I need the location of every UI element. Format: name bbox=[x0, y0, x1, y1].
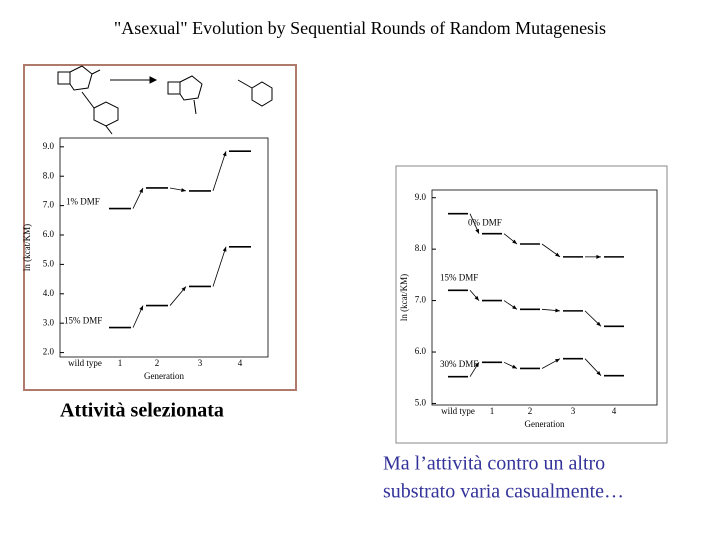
figure-frame bbox=[23, 64, 297, 391]
y-tick-label: 7.0 bbox=[415, 295, 427, 305]
caption-left: Attività selezionata bbox=[60, 400, 224, 422]
step-arrow bbox=[212, 151, 227, 192]
x-tick-label: 3 bbox=[571, 406, 576, 416]
x-tick-label: 4 bbox=[612, 406, 617, 416]
caption-right: substrato varia casualmente… bbox=[383, 481, 624, 503]
series-label: 0% DMF bbox=[468, 218, 502, 228]
caption-right: Ma l’attività contro un altro bbox=[383, 453, 605, 475]
x-tick-label: 1 bbox=[490, 406, 495, 416]
arrow-head bbox=[555, 358, 560, 363]
x-axis-label: Generation bbox=[144, 371, 184, 381]
y-tick-label: 3.0 bbox=[43, 317, 55, 327]
series-label: 15% DMF bbox=[440, 272, 478, 282]
arrow-head bbox=[139, 187, 143, 193]
arrow-head bbox=[181, 188, 186, 192]
x-tick-label: wild type bbox=[441, 406, 475, 416]
arrow-head bbox=[512, 239, 517, 245]
figure-frame bbox=[395, 165, 668, 444]
y-tick-label: 7.0 bbox=[43, 200, 55, 210]
y-tick-label: 5.0 bbox=[415, 398, 427, 408]
series-label: 30% DMF bbox=[440, 359, 478, 369]
y-axis-label: ln (kcat/KM) bbox=[22, 224, 32, 271]
x-axis-label: Generation bbox=[525, 419, 565, 429]
y-tick-label: 4.0 bbox=[43, 288, 55, 298]
x-tick-label: wild type bbox=[68, 358, 102, 368]
y-tick-label: 8.0 bbox=[415, 243, 427, 253]
arrow-head bbox=[222, 151, 227, 157]
arrow-head bbox=[222, 246, 227, 252]
arrow-head bbox=[475, 228, 479, 234]
y-tick-label: 6.0 bbox=[43, 229, 55, 239]
arrow-head bbox=[596, 370, 601, 376]
arrow-head bbox=[512, 364, 517, 369]
plot-area bbox=[59, 137, 269, 358]
y-tick-label: 2.0 bbox=[43, 347, 55, 357]
arrow-head bbox=[596, 254, 601, 259]
arrow-head bbox=[555, 252, 560, 257]
series-label: 1% DMF bbox=[66, 197, 100, 207]
arrow-head bbox=[139, 305, 143, 311]
x-tick-label: 4 bbox=[238, 358, 243, 368]
x-tick-label: 2 bbox=[155, 358, 160, 368]
reaction-scheme bbox=[57, 65, 273, 135]
arrow-head bbox=[181, 286, 186, 292]
x-tick-label: 2 bbox=[528, 406, 533, 416]
series-label: 15% DMF bbox=[64, 316, 102, 326]
y-tick-label: 5.0 bbox=[43, 258, 55, 268]
plot-area bbox=[431, 189, 658, 406]
x-tick-label: 3 bbox=[198, 358, 203, 368]
y-tick-label: 9.0 bbox=[415, 192, 427, 202]
arrow-head bbox=[474, 295, 479, 301]
y-tick-label: 9.0 bbox=[43, 141, 55, 151]
y-tick-label: 8.0 bbox=[43, 170, 55, 180]
y-tick-label: 6.0 bbox=[415, 346, 427, 356]
slide-title: "Asexual" Evolution by Sequential Rounds… bbox=[114, 18, 606, 38]
y-axis-label: ln (kcat/KM) bbox=[399, 274, 409, 321]
arrow-head bbox=[512, 305, 517, 310]
step-arrow bbox=[212, 246, 227, 287]
arrow-head bbox=[474, 362, 479, 368]
x-tick-label: 1 bbox=[118, 358, 123, 368]
arrow-head bbox=[555, 308, 560, 313]
arrow-head bbox=[596, 321, 601, 327]
